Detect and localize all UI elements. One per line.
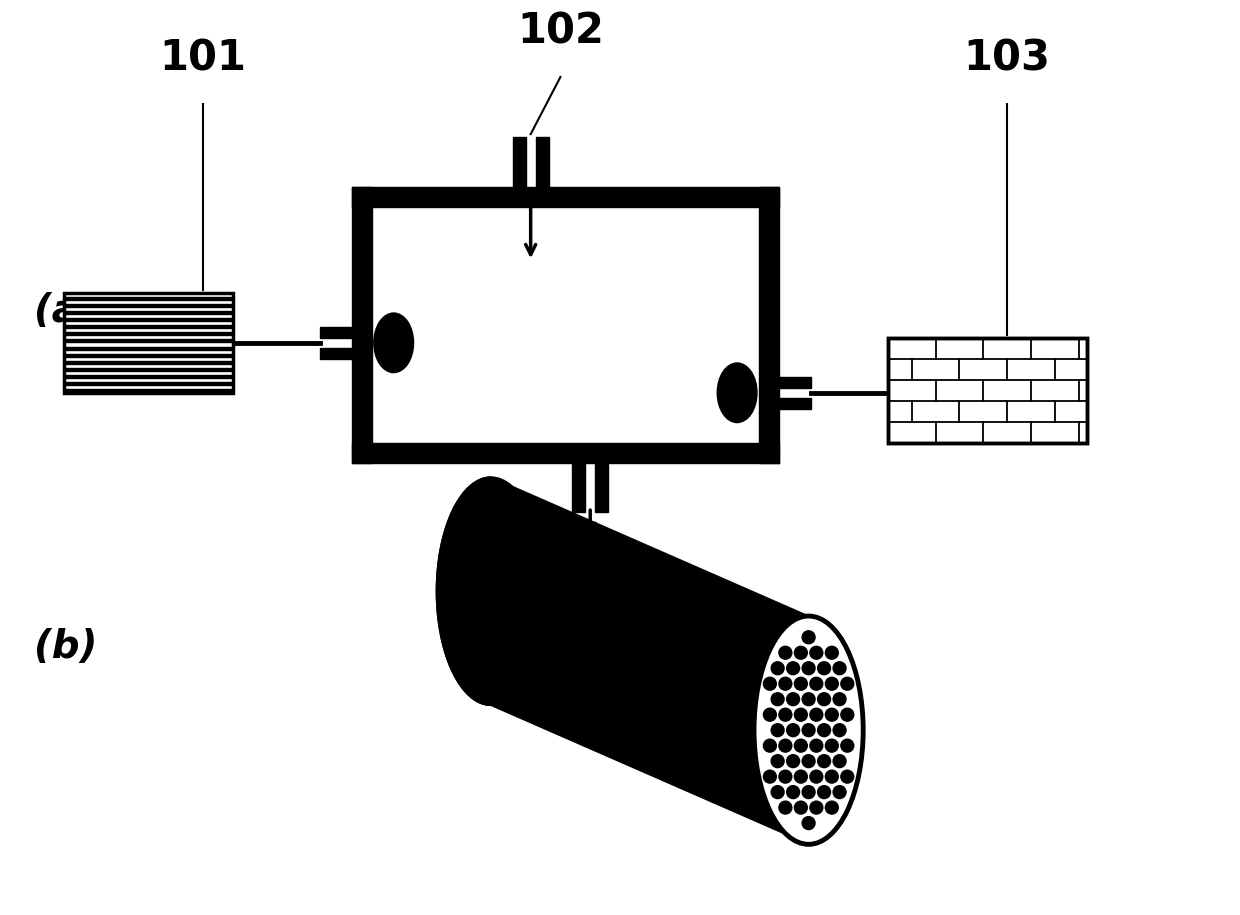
Bar <box>66 361 232 364</box>
Circle shape <box>826 802 838 814</box>
Ellipse shape <box>754 616 863 845</box>
Circle shape <box>786 755 800 768</box>
Bar <box>66 375 232 378</box>
Circle shape <box>833 786 846 799</box>
Circle shape <box>826 708 838 721</box>
Circle shape <box>810 646 823 659</box>
Bar <box>66 339 232 342</box>
Circle shape <box>786 693 800 705</box>
Bar <box>66 354 232 357</box>
Circle shape <box>802 724 815 737</box>
Circle shape <box>795 646 807 659</box>
Bar <box>352 187 372 463</box>
Circle shape <box>826 646 838 659</box>
Circle shape <box>833 662 846 674</box>
Circle shape <box>786 662 800 674</box>
Circle shape <box>802 786 815 799</box>
Circle shape <box>802 816 815 830</box>
Circle shape <box>771 786 784 799</box>
Bar <box>64 293 233 393</box>
Circle shape <box>771 755 784 768</box>
Circle shape <box>795 677 807 690</box>
Text: (b): (b) <box>35 628 98 666</box>
Circle shape <box>802 630 815 644</box>
Circle shape <box>786 786 800 799</box>
Circle shape <box>833 724 846 737</box>
Circle shape <box>826 770 838 783</box>
Bar <box>595 463 608 512</box>
Circle shape <box>764 677 776 690</box>
Bar <box>779 398 811 409</box>
Bar <box>66 318 232 321</box>
Circle shape <box>817 693 831 705</box>
Circle shape <box>817 724 831 737</box>
Circle shape <box>764 770 776 783</box>
Circle shape <box>802 755 815 768</box>
Circle shape <box>802 693 815 705</box>
Circle shape <box>841 677 854 690</box>
Circle shape <box>810 770 823 783</box>
Circle shape <box>795 802 807 814</box>
Bar <box>66 332 232 335</box>
Bar <box>759 187 779 463</box>
Bar <box>352 187 779 207</box>
Ellipse shape <box>717 363 756 423</box>
Circle shape <box>786 724 800 737</box>
Ellipse shape <box>373 313 413 372</box>
Bar <box>66 304 232 307</box>
Bar <box>352 443 779 463</box>
Text: (a): (a) <box>35 292 97 330</box>
Circle shape <box>826 677 838 690</box>
Circle shape <box>810 677 823 690</box>
Bar <box>779 377 811 388</box>
Bar <box>66 390 232 393</box>
Bar <box>513 137 526 187</box>
Circle shape <box>764 739 776 752</box>
Circle shape <box>826 739 838 752</box>
Circle shape <box>771 662 784 674</box>
Circle shape <box>817 662 831 674</box>
Circle shape <box>841 708 854 721</box>
Bar <box>573 463 585 512</box>
Circle shape <box>779 708 792 721</box>
Text: 101: 101 <box>160 38 247 80</box>
Circle shape <box>795 739 807 752</box>
Circle shape <box>833 755 846 768</box>
Circle shape <box>810 708 823 721</box>
Polygon shape <box>436 477 863 845</box>
Circle shape <box>764 708 776 721</box>
Circle shape <box>802 662 815 674</box>
Circle shape <box>817 755 831 768</box>
Bar <box>320 327 352 338</box>
Circle shape <box>833 693 846 705</box>
Bar <box>66 296 232 299</box>
Circle shape <box>841 739 854 752</box>
Circle shape <box>795 708 807 721</box>
Bar <box>66 325 232 328</box>
Bar <box>888 339 1086 443</box>
Circle shape <box>779 646 792 659</box>
Text: 103: 103 <box>963 38 1050 80</box>
Circle shape <box>810 802 823 814</box>
Bar <box>372 207 759 443</box>
Circle shape <box>779 739 792 752</box>
Circle shape <box>841 770 854 783</box>
Circle shape <box>779 770 792 783</box>
Bar <box>320 348 352 359</box>
Bar <box>66 368 232 371</box>
Circle shape <box>779 677 792 690</box>
Circle shape <box>771 724 784 737</box>
Bar <box>66 347 232 350</box>
Circle shape <box>810 739 823 752</box>
Circle shape <box>795 770 807 783</box>
Circle shape <box>779 802 792 814</box>
Bar <box>536 137 548 187</box>
Circle shape <box>817 786 831 799</box>
Circle shape <box>771 693 784 705</box>
Bar <box>66 382 232 385</box>
Bar <box>888 339 1086 443</box>
Bar <box>66 311 232 314</box>
Ellipse shape <box>436 477 546 705</box>
Text: 102: 102 <box>517 10 604 52</box>
